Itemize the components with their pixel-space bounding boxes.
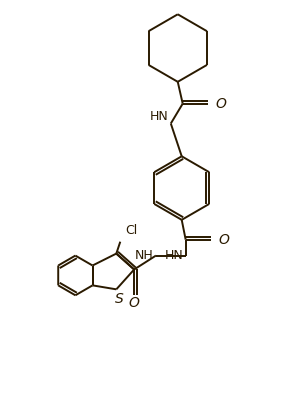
Text: O: O xyxy=(215,97,226,111)
Text: Cl: Cl xyxy=(125,224,137,237)
Text: S: S xyxy=(115,292,124,306)
Text: O: O xyxy=(129,296,140,310)
Text: HN: HN xyxy=(150,110,169,123)
Text: HN: HN xyxy=(165,249,184,262)
Text: NH: NH xyxy=(135,249,154,262)
Text: O: O xyxy=(218,233,229,247)
